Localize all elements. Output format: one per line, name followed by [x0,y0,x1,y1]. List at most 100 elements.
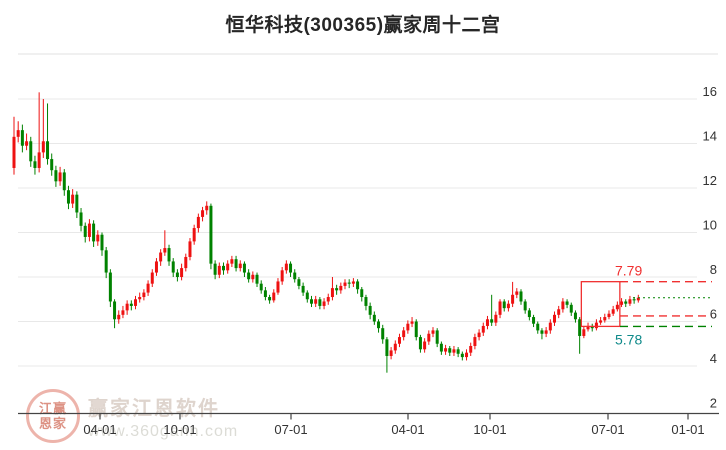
candle [561,301,565,310]
candle [150,272,154,284]
candle [465,352,469,358]
candle [276,281,280,293]
candle [389,350,393,356]
watermark-logo-row1: 江赢 [38,401,67,416]
candle [431,330,435,334]
candle [620,301,624,305]
candle [100,234,104,251]
candle [16,130,20,137]
candle [142,292,146,298]
candle [456,349,460,354]
candle [159,252,163,262]
candle [222,265,225,271]
resistance-line-label: 7.79 [615,263,642,279]
candle [599,320,603,323]
candle [343,282,347,286]
candle [62,172,66,191]
candle [569,304,573,313]
y-tick-label: 6 [710,307,717,322]
candle [452,349,456,353]
y-tick-label: 2 [710,396,717,411]
candle [632,299,636,301]
candle [175,272,179,277]
candle [154,261,158,273]
candle [351,281,355,284]
y-tick-label: 12 [703,173,717,188]
x-tick-label: 10-01 [473,422,506,437]
candle [79,212,83,226]
candle [418,337,422,350]
candle [87,223,91,237]
candle [490,319,494,323]
candle [146,283,150,293]
candle [586,325,590,330]
candle [104,250,108,273]
candle [134,299,138,306]
candle [402,330,406,338]
candle [217,265,221,275]
x-tick-label: 07-01 [591,422,624,437]
candle [532,317,536,324]
y-tick-label: 16 [703,84,717,99]
candle [192,228,196,242]
candle [368,305,372,315]
candle [309,299,313,304]
candle [58,172,62,182]
candle [594,322,598,329]
candle [477,332,481,338]
candle [582,329,586,336]
candle [66,190,70,204]
watermark-logo-row2: 恩家 [38,416,67,431]
candle [527,310,531,318]
candle [590,325,594,329]
candle [33,161,37,168]
candle [427,333,431,342]
candle [356,281,360,290]
x-tick-label: 04-01 [83,422,116,437]
candle [259,283,263,291]
candle [553,314,557,323]
candle [557,309,561,315]
support-line-label: 5.78 [615,331,642,347]
candle [360,289,364,298]
candle [502,301,506,309]
candle [628,299,632,304]
candle [25,141,29,146]
candle [523,301,527,311]
x-tick-label: 01-01 [671,422,704,437]
candle [330,288,334,298]
candle [481,325,485,333]
candle [301,285,305,293]
candle [184,256,188,269]
candle [305,292,309,300]
candle [607,313,611,318]
candle [498,301,502,315]
candle [506,303,510,309]
candle [117,314,121,320]
candle [339,285,343,291]
candle [92,223,96,242]
candle [314,299,318,304]
candle [297,279,301,286]
candle [171,261,175,273]
candle [603,317,607,321]
candle [37,152,41,168]
candle [615,304,619,310]
candle [326,297,330,302]
candle [125,303,129,311]
candle [544,330,548,334]
candle [460,353,464,358]
candle [540,330,544,334]
watermark-url: www.360gann.com [88,422,239,440]
candle [180,268,184,277]
candle [423,341,427,350]
candle [414,321,418,338]
candle [444,348,448,352]
candle [410,321,414,324]
candle [289,263,293,273]
candle [272,292,276,301]
candle [46,141,50,160]
candle [167,248,171,262]
